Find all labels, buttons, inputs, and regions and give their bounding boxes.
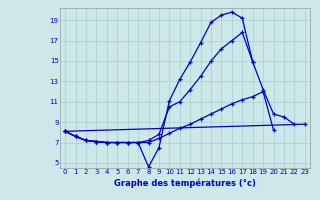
X-axis label: Graphe des températures (°c): Graphe des températures (°c)	[114, 178, 256, 188]
